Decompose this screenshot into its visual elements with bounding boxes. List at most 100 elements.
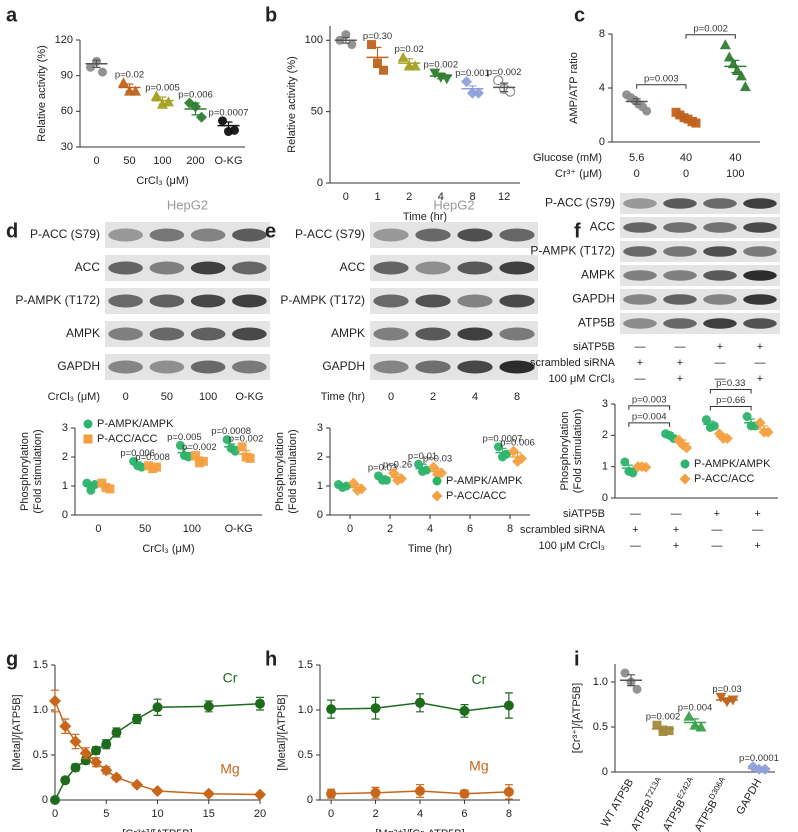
error-bar [706,420,715,429]
error-bar [747,418,756,428]
blot-band [149,261,185,275]
series-label: Cr [223,669,238,685]
blot-band [373,327,409,341]
blot-row-label: AMPK [66,326,100,340]
blot-band [108,327,143,341]
data-point [101,739,112,750]
data-point [105,484,115,494]
blot-band [149,294,185,308]
x-tick-label: 0 [347,523,353,535]
series-label: Mg [469,758,488,774]
y-tick-label: 120 [55,34,73,46]
category-superscript: T213A [644,775,664,800]
blot-band [743,222,777,233]
y-tick-label: 50 [311,106,323,118]
x-axis-label: [Cr³⁺]/[ATP5B] [122,828,192,832]
condition-value: — [752,524,763,536]
comparison-bracket [709,406,752,411]
blot-band [232,327,267,341]
condition-label: scrambled siRNA [530,357,616,369]
x-tick-label: 0 [52,808,58,820]
blot-row-label: AMPK [581,268,615,282]
data-point [118,77,129,88]
y-tick-label: 30 [61,141,73,153]
error-bar [158,96,167,105]
y-axis-label: Phosphorylation [19,432,31,511]
p-value: p=0.002 [229,433,264,444]
data-point [49,695,61,707]
data-point [98,67,107,77]
data-point [429,68,441,79]
data-point [382,475,391,485]
blot-band [373,228,409,242]
error-bar [760,425,769,433]
x-tick-label: 4 [417,808,423,820]
category-name: WT ATP5B [599,777,636,829]
error-bar [133,461,142,468]
blot-band [232,261,267,275]
legend-marker [432,476,442,486]
data-point [175,440,185,450]
blot-row-label: P-AMPK (T172) [15,293,100,307]
comparison-bracket [628,422,671,427]
category-superscript: E242A [675,775,695,801]
data-point [459,705,470,716]
y-axis-label: (Fold stimulation) [287,429,299,513]
blot-strip [620,289,780,310]
blot-band [743,246,777,257]
p-value: p=0.03 [712,684,741,695]
blot-band [623,198,657,209]
blot-band [623,246,657,257]
x-axis-label: [Mg²⁺]/[Cr-ATP5B] [375,828,464,832]
data-point [473,87,484,99]
data-point [709,421,719,431]
x-tick-label: 200 [186,155,204,167]
condition-value: — [711,540,722,552]
condition-label: Glucose (mM) [533,152,602,164]
blot-band [663,246,697,257]
x-tick-label: 50 [139,523,151,535]
condition-value: 2 [430,391,436,403]
y-tick-label: 90 [61,70,73,82]
error-bar [691,718,699,727]
y-tick-label: 0 [62,509,68,521]
category-name: ATP5B [692,798,719,832]
comparison-bracket [628,405,671,410]
x-tick-label: 8 [507,523,513,535]
data-point [90,756,102,769]
data-point [348,477,359,489]
blot-band [703,294,737,305]
blot-band [499,261,535,275]
p-value: p=0.006 [178,90,213,101]
blot-band [663,270,697,281]
error-bar [227,443,236,451]
blot-band [703,222,737,233]
data-point [60,775,71,786]
data-point [80,755,91,766]
data-point [86,62,95,72]
error-bar [378,475,387,483]
p-value: p=0.008 [135,452,170,463]
blot-row-label: P-ACC (S79) [295,227,365,241]
data-point [347,40,357,50]
p-value: p=0.03 [423,454,452,465]
blot-band [190,294,226,308]
blot-band [108,360,143,374]
error-bar [393,473,402,481]
data-point [245,453,255,463]
condition-value: — [715,357,726,369]
blot-band [457,294,493,308]
legend-label: P-ACC/ACC [694,473,755,485]
data-point [493,75,504,86]
error-bar [723,697,731,703]
y-tick-label: 1.5 [298,659,313,671]
data-point [723,51,735,62]
p-value: p=0.0007 [209,107,249,118]
error-bar [191,102,200,116]
x-tick-label: 20 [254,808,266,820]
blot-row-label: GAPDH [572,292,615,306]
blot-band [108,261,143,275]
data-point [196,111,207,123]
data-point [415,697,425,708]
panel-letter: a [6,4,18,26]
